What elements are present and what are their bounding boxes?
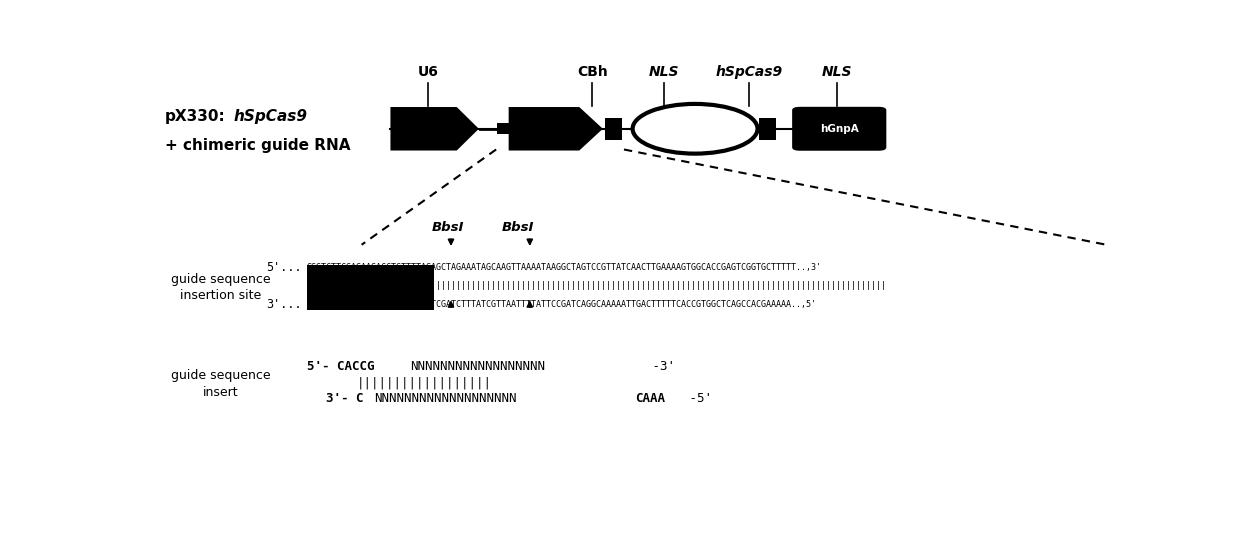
Bar bbox=[497, 123, 508, 134]
Text: insert: insert bbox=[202, 386, 238, 399]
Text: BbsI: BbsI bbox=[502, 222, 534, 235]
Text: pX330:: pX330: bbox=[165, 109, 226, 124]
Text: CBh: CBh bbox=[577, 65, 608, 79]
Polygon shape bbox=[391, 107, 479, 151]
Polygon shape bbox=[508, 107, 603, 151]
Text: U6: U6 bbox=[418, 65, 439, 79]
Text: insertion site: insertion site bbox=[180, 289, 260, 302]
Text: ||||||||||||||||||: |||||||||||||||||| bbox=[357, 376, 492, 389]
FancyBboxPatch shape bbox=[792, 107, 887, 151]
Bar bbox=[605, 118, 622, 140]
Ellipse shape bbox=[632, 104, 758, 154]
Text: NNNNNNNNNNNNNNNNNNN: NNNNNNNNNNNNNNNNNNN bbox=[374, 392, 517, 405]
Text: BbsI: BbsI bbox=[432, 222, 464, 235]
Text: -3': -3' bbox=[645, 360, 675, 373]
Text: hSpCas9: hSpCas9 bbox=[715, 65, 782, 79]
Text: -5': -5' bbox=[682, 392, 712, 405]
Text: + chimeric guide RNA: + chimeric guide RNA bbox=[165, 138, 350, 153]
Text: hGnpA: hGnpA bbox=[820, 124, 858, 134]
Text: guide sequence: guide sequence bbox=[171, 273, 270, 286]
Text: NNNNNNNNNNNNNNNNNN: NNNNNNNNNNNNNNNNNN bbox=[409, 360, 544, 373]
Text: hSpCas9: hSpCas9 bbox=[234, 109, 308, 124]
Text: NLS: NLS bbox=[649, 65, 680, 79]
Bar bbox=[306, 265, 434, 310]
Text: 3'- C: 3'- C bbox=[326, 392, 363, 405]
Text: GGGTCTTCGAGAAGACCTGTTTTAGAGCTAGAAATAGCAAGTTAAAATAAGGCTAGTCCGTTATCAACTTGAAAAGTGGC: GGGTCTTCGAGAAGACCTGTTTTAGAGCTAGAAATAGCAA… bbox=[306, 263, 822, 272]
Text: ||||||||||||||||||||||||||||||||||||||||||||||||||||||||||||||||||||||||||||||||: ||||||||||||||||||||||||||||||||||||||||… bbox=[306, 281, 887, 291]
Text: 5'- CACCG: 5'- CACCG bbox=[306, 360, 374, 373]
Text: NLS: NLS bbox=[822, 65, 853, 79]
Bar bbox=[759, 118, 776, 140]
Text: CCCAGAAGCTCTTCTGGACAAAATCTCGATCTTTATCGTTAATTTTATTCCGATCAGGCAAAAATTGACTTTTTCACCGT: CCCAGAAGCTCTTCTGGACAAAATCTCGATCTTTATCGTT… bbox=[306, 300, 817, 308]
Text: guide sequence: guide sequence bbox=[171, 369, 270, 382]
Text: 5'...: 5'... bbox=[267, 261, 303, 274]
Text: CAAA: CAAA bbox=[635, 392, 666, 405]
Text: 3'...: 3'... bbox=[267, 299, 303, 312]
